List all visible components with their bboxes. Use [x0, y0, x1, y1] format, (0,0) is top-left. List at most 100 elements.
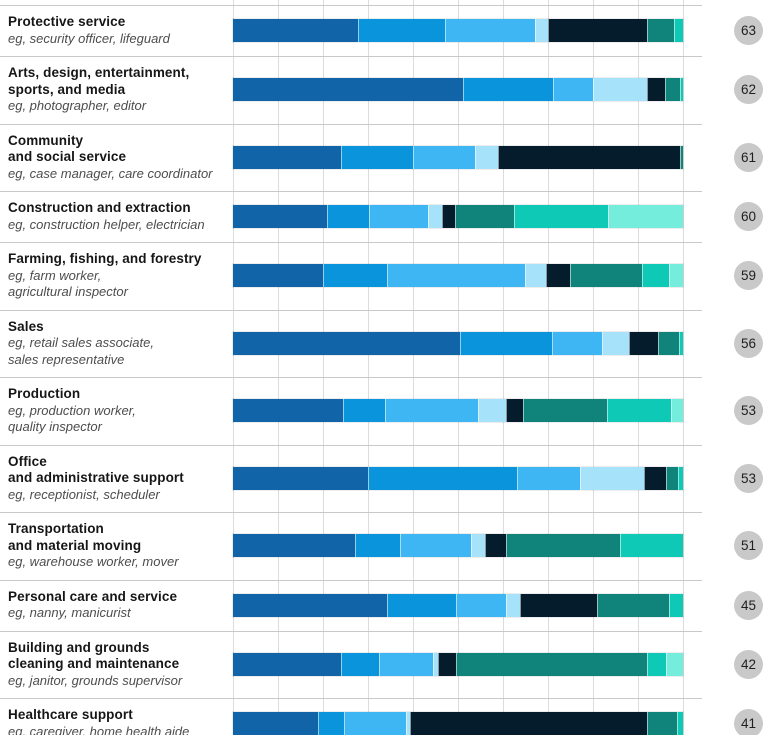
score-column: 60	[683, 202, 783, 231]
bar-track	[233, 593, 683, 617]
bar-segment-blue	[358, 19, 445, 42]
occupation-examples: eg, janitor, grounds supervisor	[8, 672, 183, 688]
occupation-examples: eg, construction helper, electrician	[8, 216, 205, 232]
occupation-title: Building and grounds cleaning and mainte…	[8, 639, 180, 672]
bar-segment-teal	[647, 652, 666, 676]
stacked-bar	[233, 399, 683, 423]
bar-segment-teal	[678, 466, 683, 490]
table-row: Transportation and material moving eg, w…	[0, 512, 783, 580]
bar-segment-mint	[669, 264, 683, 288]
score-badge: 51	[734, 531, 763, 561]
bar-segment-dark-blue	[233, 331, 461, 355]
occupation-label: Transportation and material moving eg, w…	[0, 512, 233, 580]
bar-track	[233, 399, 683, 423]
score-badge: 45	[734, 590, 763, 620]
occupation-title: Community and social service	[8, 132, 127, 165]
bar-segment-light-blue	[343, 712, 406, 735]
table-row: Construction and extraction eg, construc…	[0, 191, 783, 242]
gridlines	[233, 0, 684, 735]
score-badge: 53	[734, 396, 763, 426]
score-badge: 60	[734, 202, 763, 231]
occupation-examples: eg, security officer, lifeguard	[8, 30, 170, 46]
score-column: 59	[683, 261, 783, 291]
occupation-label: Building and grounds cleaning and mainte…	[0, 631, 233, 699]
bar-segment-navy	[410, 712, 647, 735]
occupation-label: Community and social service eg, case ma…	[0, 124, 233, 192]
bar-segment-navy	[497, 145, 680, 169]
bar-segment-dark-teal	[665, 78, 680, 102]
bar-segment-pale-blue	[601, 331, 630, 355]
table-row: Personal care and service eg, nanny, man…	[0, 579, 783, 631]
bar-segment-teal	[606, 399, 671, 423]
bar-segment-pale-blue	[593, 78, 647, 102]
stacked-bar	[233, 593, 683, 617]
score-column: 51	[683, 531, 783, 561]
bar-segment-dark-teal	[657, 331, 679, 355]
occupation-examples: eg, retail sales associate, sales repres…	[8, 335, 154, 367]
bar-segment-dark-teal	[523, 399, 607, 423]
bar-segment-dark-blue	[233, 78, 463, 102]
stacked-bar	[233, 78, 683, 102]
gridline	[638, 0, 639, 735]
occupation-label: Personal care and service eg, nanny, man…	[0, 580, 233, 631]
occupation-label: Farming, fishing, and forestry eg, farm …	[0, 242, 233, 310]
gridline	[503, 0, 504, 735]
occupation-examples: eg, receptionist, scheduler	[8, 486, 160, 502]
bar-segment-dark-teal	[455, 205, 514, 228]
bar-segment-mint	[665, 652, 683, 676]
occupation-label: Arts, design, entertainment, sports, and…	[0, 56, 233, 124]
bar-segment-teal	[513, 205, 608, 228]
table-row: Protective service eg, security officer,…	[0, 5, 783, 56]
bar-segment-blue	[387, 593, 456, 617]
bar-segment-blue	[354, 534, 400, 558]
gridline	[233, 0, 234, 735]
bar-segment-teal	[679, 78, 683, 102]
occupation-examples: eg, photographer, editor	[8, 98, 147, 113]
stacked-bar	[233, 652, 683, 676]
bar-segment-pale-blue	[579, 466, 644, 490]
bar-segment-teal	[677, 712, 683, 735]
bar-segment-blue	[341, 652, 380, 676]
bar-segment-light-blue	[384, 399, 478, 423]
bar-segment-navy	[643, 466, 666, 490]
score-column: 61	[683, 142, 783, 172]
bar-segment-pale-blue	[428, 205, 442, 228]
stacked-bar	[233, 331, 683, 355]
bar-segment-dark-blue	[233, 145, 341, 169]
table-row: Farming, fishing, and forestry eg, farm …	[0, 242, 783, 310]
gridline	[278, 0, 279, 735]
occupation-title: Production	[8, 386, 81, 401]
table-row: Sales eg, retail sales associate, sales …	[0, 309, 783, 378]
occupation-examples: eg, nanny, manicurist	[8, 605, 131, 620]
bar-track	[233, 19, 683, 42]
occupation-examples: eg, warehouse worker, mover	[8, 554, 179, 569]
bar-segment-dark-teal	[679, 145, 683, 169]
occupation-title: Construction and extraction	[8, 200, 191, 215]
bar-segment-navy	[647, 78, 665, 102]
bar-segment-navy	[485, 534, 507, 558]
bar-segment-dark-blue	[233, 399, 343, 423]
gridline	[413, 0, 414, 735]
bar-segment-dark-teal	[646, 712, 678, 735]
occupation-examples: eg, farm worker, agricultural inspector	[8, 267, 128, 300]
occupation-title: Transportation and material moving	[8, 521, 142, 553]
score-column: 63	[683, 16, 783, 45]
bar-segment-pale-blue	[534, 19, 549, 42]
occupation-examples: eg, production worker, quality inspector	[8, 402, 136, 435]
bar-segment-navy	[441, 205, 456, 228]
bar-segment-light-blue	[386, 264, 525, 288]
occupation-title: Farming, fishing, and forestry	[8, 251, 202, 266]
bar-track	[233, 712, 683, 735]
table-row: Building and grounds cleaning and mainte…	[0, 630, 783, 699]
gridline	[368, 0, 369, 735]
bar-segment-light-blue	[455, 593, 506, 617]
bar-segment-light-blue	[413, 145, 476, 169]
bar-segment-navy	[505, 399, 524, 423]
occupation-examples: eg, caregiver, home health aide	[8, 723, 190, 735]
gridline	[593, 0, 594, 735]
score-column: 41	[683, 709, 783, 735]
bar-segment-light-blue	[517, 466, 580, 490]
bar-segment-pale-blue	[433, 652, 439, 676]
gridline	[458, 0, 459, 735]
bar-track	[233, 466, 683, 490]
